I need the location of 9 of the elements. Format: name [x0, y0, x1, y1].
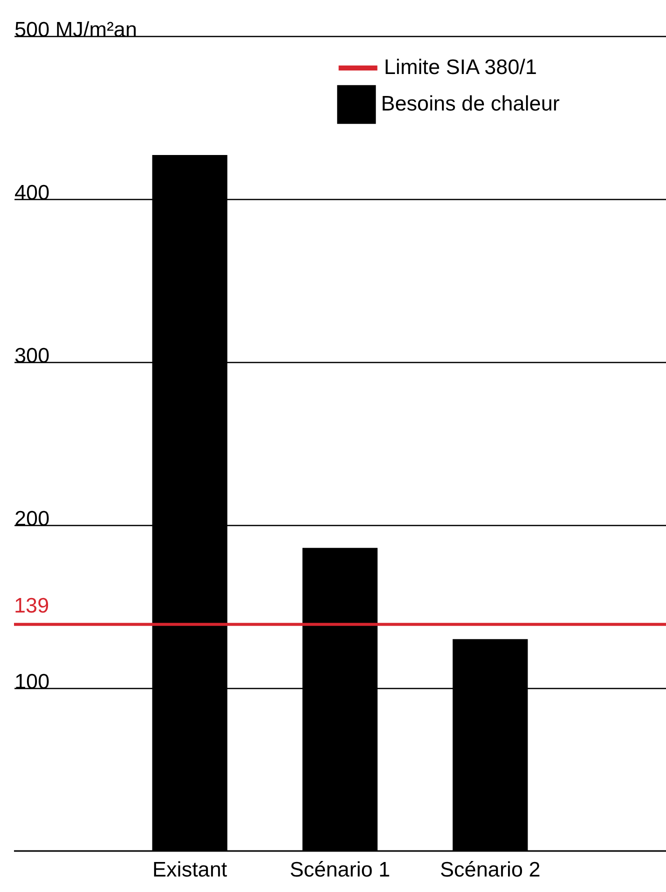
x-tick-label: Scénario 2: [440, 858, 540, 882]
legend-label: Besoins de chaleur: [381, 92, 560, 116]
y-tick-label: 300: [14, 344, 50, 368]
x-tick-label: Existant: [152, 858, 228, 882]
x-tick-label: Scénario 1: [290, 858, 390, 882]
y-tick-label: 400: [14, 182, 50, 204]
y-tick-label: 500 MJ/m²an: [14, 18, 138, 42]
annotation: 139: [14, 594, 50, 618]
legend-label: Limite SIA 380/1: [384, 56, 537, 79]
